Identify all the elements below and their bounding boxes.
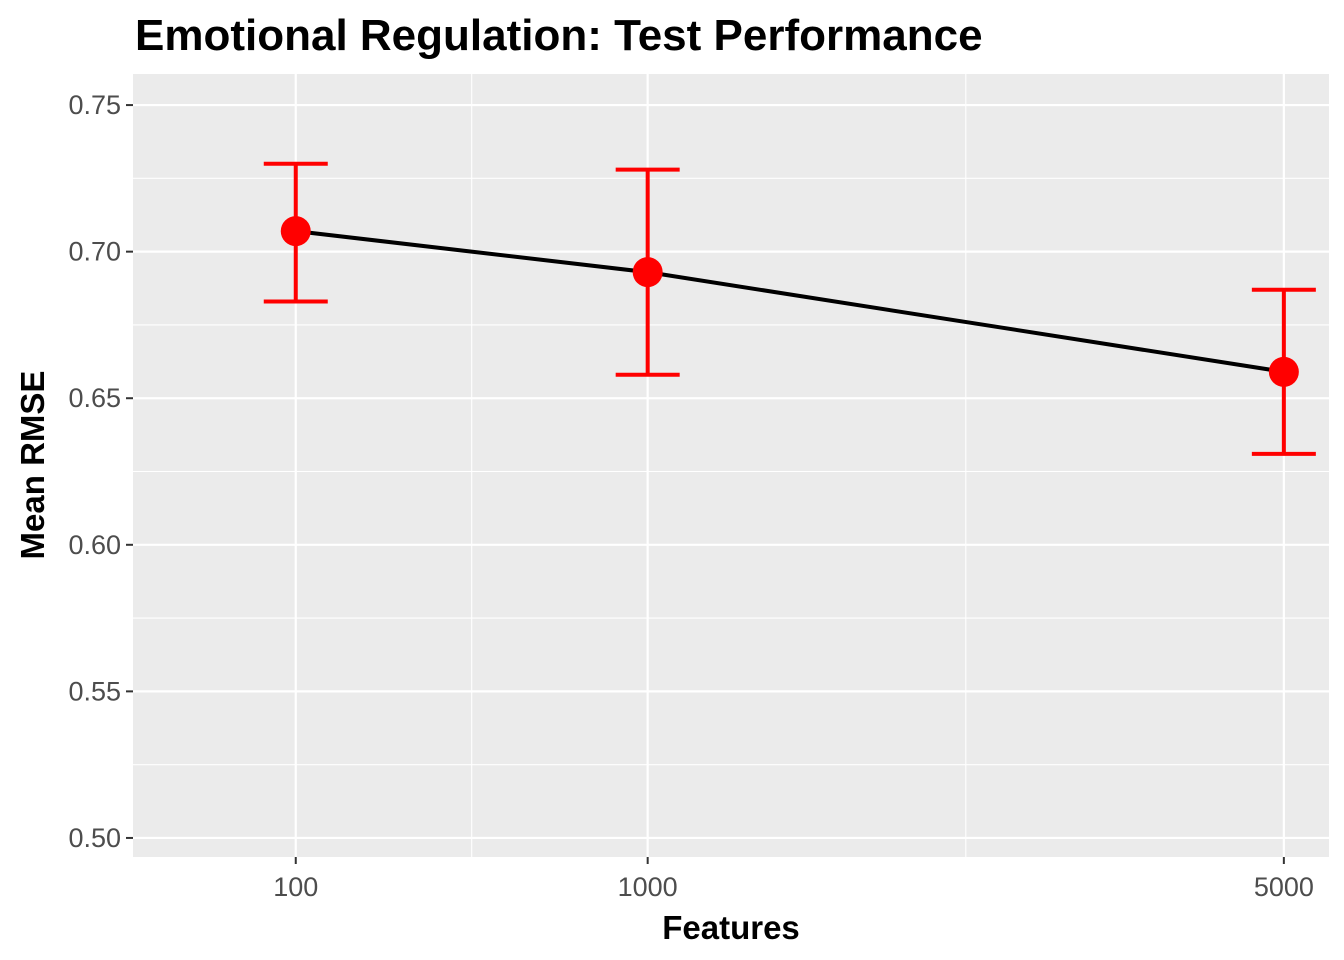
x-axis-title: Features bbox=[662, 909, 800, 946]
data-point bbox=[280, 216, 311, 247]
chart-title: Emotional Regulation: Test Performance bbox=[135, 11, 983, 60]
y-tick-label: 0.65 bbox=[68, 383, 121, 413]
y-tick-label: 0.55 bbox=[68, 676, 121, 706]
grid-layer bbox=[133, 74, 1329, 857]
data-point bbox=[632, 257, 663, 288]
data-point bbox=[1268, 356, 1299, 387]
y-tick-label: 0.70 bbox=[68, 237, 121, 267]
x-tick-label: 5000 bbox=[1254, 872, 1314, 902]
y-tick-label: 0.75 bbox=[68, 90, 121, 120]
y-tick-label: 0.50 bbox=[68, 823, 121, 853]
y-tick-label: 0.60 bbox=[68, 530, 121, 560]
x-tick-label: 100 bbox=[273, 872, 318, 902]
x-tick-label: 1000 bbox=[618, 872, 678, 902]
plot-panel bbox=[133, 74, 1329, 857]
data-layer bbox=[263, 161, 1316, 456]
axis-layer: 0.50 0.55 0.60 0.65 0.70 0.75 100 1000 5000 bbox=[68, 90, 1313, 902]
y-axis-title: Mean RMSE bbox=[14, 371, 51, 560]
